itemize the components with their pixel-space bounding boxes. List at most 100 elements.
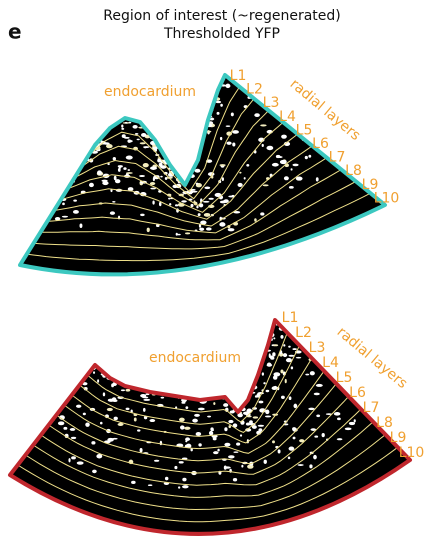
speckle	[137, 139, 140, 141]
speckle	[334, 412, 340, 416]
speckle	[112, 438, 118, 440]
speckle	[253, 416, 258, 418]
speckle	[70, 428, 76, 431]
speckle	[233, 451, 238, 453]
speckle	[181, 402, 185, 404]
speckle	[114, 176, 117, 181]
speckle	[93, 371, 95, 374]
speckle	[224, 465, 227, 469]
speckle	[267, 362, 271, 366]
speckle	[233, 478, 237, 481]
speckle	[289, 186, 294, 189]
speckle	[160, 441, 162, 446]
speckle	[185, 406, 188, 409]
speckle	[121, 128, 124, 130]
speckle	[209, 198, 214, 200]
speckle	[263, 382, 265, 384]
layer-label: L2	[295, 325, 312, 341]
speckle	[213, 402, 215, 405]
speckle	[199, 228, 204, 231]
speckle	[126, 389, 131, 392]
speckle	[254, 218, 257, 222]
speckle	[293, 437, 296, 440]
speckle	[207, 416, 211, 418]
region-label: endocardium	[149, 350, 241, 366]
speckle	[206, 227, 212, 230]
speckle	[194, 414, 200, 417]
speckle	[305, 156, 308, 159]
speckle	[140, 214, 145, 216]
speckle	[137, 429, 140, 431]
speckle	[178, 486, 180, 488]
speckle	[139, 175, 145, 177]
speckle	[217, 449, 219, 452]
speckle	[150, 166, 157, 170]
speckle	[76, 405, 81, 408]
speckle	[292, 164, 298, 167]
speckle	[288, 457, 290, 460]
speckle	[114, 417, 118, 421]
speckle	[126, 172, 133, 174]
speckle	[316, 414, 320, 417]
speckle	[122, 134, 126, 138]
speckle	[236, 443, 240, 446]
layer-label: L10	[374, 190, 400, 206]
speckle	[68, 458, 70, 462]
speckle	[225, 84, 230, 88]
speckle	[244, 177, 246, 179]
speckle	[266, 390, 270, 392]
layer-label: L3	[309, 340, 326, 356]
speckle	[220, 137, 222, 140]
speckle	[288, 355, 294, 357]
layer-label: L1	[230, 68, 247, 84]
speckle	[91, 441, 95, 444]
speckle	[73, 200, 77, 202]
speckle	[280, 335, 283, 339]
speckle	[291, 366, 293, 369]
speckle	[309, 464, 312, 468]
speckle	[168, 198, 170, 200]
layer-label: L7	[363, 400, 380, 416]
speckle	[265, 416, 271, 418]
speckle	[222, 177, 224, 181]
speckle	[224, 199, 229, 203]
speckle	[142, 396, 148, 398]
speckle	[257, 392, 264, 394]
speckle	[226, 125, 231, 127]
speckle	[337, 417, 341, 420]
speckle	[292, 348, 296, 350]
speckle	[281, 135, 287, 139]
layer-label: L5	[336, 370, 353, 386]
speckle	[298, 464, 304, 466]
layer-label: L4	[322, 355, 339, 371]
speckle	[255, 395, 258, 397]
speckle	[337, 438, 343, 440]
speckle	[112, 400, 117, 402]
speckle	[219, 164, 225, 166]
speckle	[101, 180, 107, 182]
layer-label: L2	[246, 82, 263, 98]
speckle	[185, 440, 187, 442]
speckle	[224, 427, 227, 431]
figure: e Region of interest (~regenerated) Thre…	[0, 0, 438, 542]
speckle	[192, 419, 198, 423]
speckle	[240, 434, 242, 436]
speckle	[97, 379, 99, 383]
layer-label: L4	[279, 109, 296, 125]
title: Region of interest (~regenerated)	[103, 8, 341, 24]
speckle	[272, 386, 278, 390]
speckle	[182, 485, 189, 488]
speckle	[131, 481, 136, 484]
speckle	[179, 461, 184, 463]
layer-label: L8	[345, 163, 362, 179]
speckle	[196, 183, 199, 185]
speckle	[161, 397, 165, 399]
speckle	[217, 112, 220, 115]
speckle	[185, 232, 190, 234]
speckle	[175, 204, 178, 206]
speckle	[276, 155, 280, 158]
speckle	[224, 443, 230, 447]
speckle	[89, 183, 94, 187]
speckle	[34, 434, 38, 436]
speckle	[135, 133, 138, 135]
